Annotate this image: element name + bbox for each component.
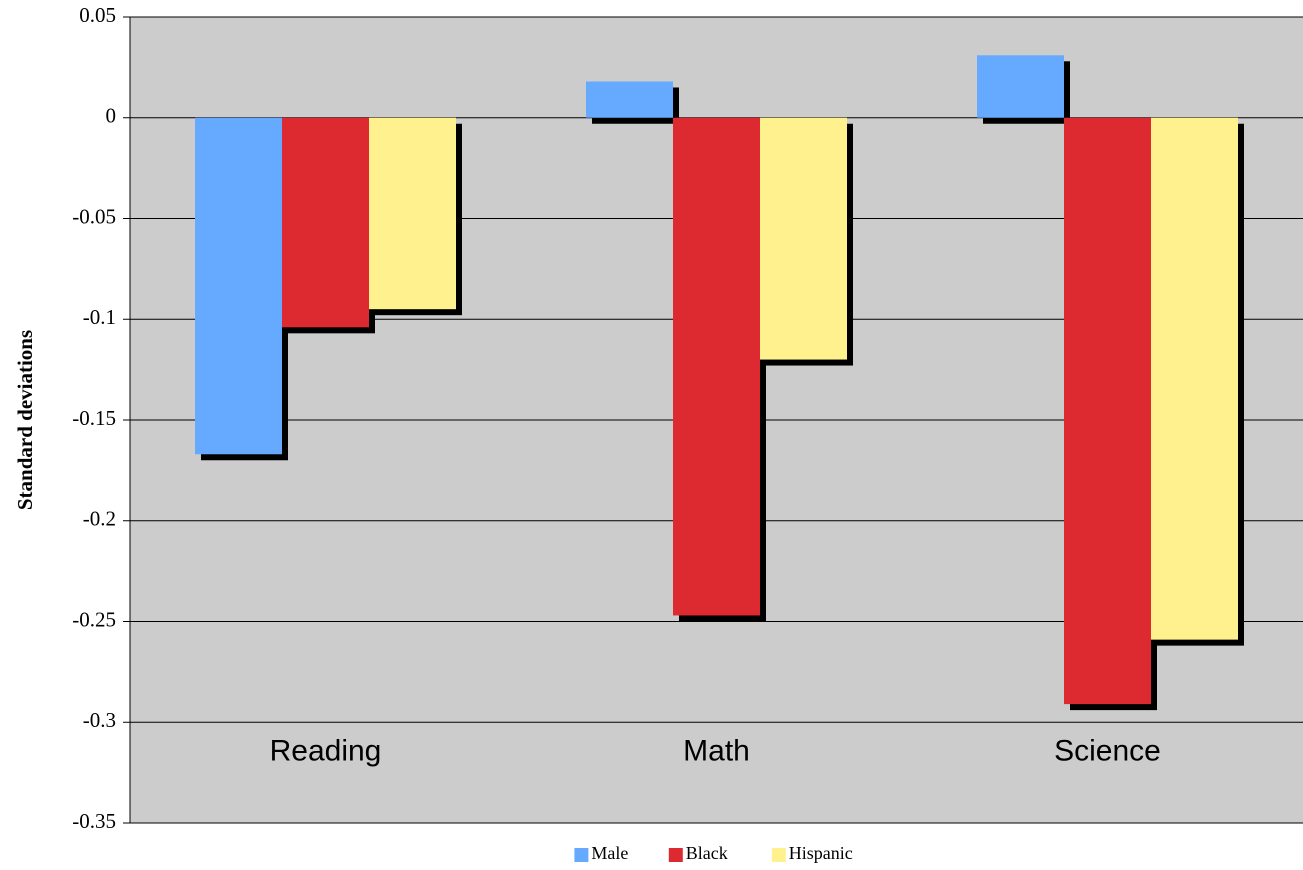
category-label: Reading [270, 734, 382, 767]
legend-label-black: Black [686, 843, 728, 863]
bar-male-math [586, 81, 673, 118]
y-tick-label: 0.05 [79, 3, 116, 27]
legend-label-hispanic: Hispanic [789, 843, 853, 863]
y-tick-label: -0.2 [83, 507, 116, 531]
y-tick-label: -0.25 [72, 607, 116, 631]
bar-black-science [1064, 117, 1151, 705]
bar-hispanic-science [1151, 117, 1238, 640]
category-label: Math [683, 734, 750, 767]
y-axis-label: Standard deviations [13, 330, 37, 510]
legend-swatch-hispanic [771, 848, 786, 862]
y-tick-label: 0 [106, 104, 117, 128]
y-tick-labels: 0.05 0 -0.05 -0.1 -0.15 -0.2 -0.25 -0.3 -0.35 [72, 3, 116, 833]
bar-male-reading [195, 117, 282, 455]
bars [195, 55, 1238, 705]
bar-black-reading [282, 117, 369, 328]
bar-hispanic-reading [369, 117, 456, 310]
y-tick-label: -0.35 [72, 809, 116, 833]
category-label: Science [1054, 734, 1161, 767]
y-tick-label: -0.1 [83, 305, 116, 329]
y-tick-label: -0.05 [72, 204, 116, 228]
legend: Male Black Hispanic [574, 843, 853, 863]
bar-male-science [977, 55, 1064, 118]
bar-hispanic-math [760, 117, 847, 360]
category-labels: Reading Math Science [270, 734, 1161, 767]
legend-swatch-black [668, 848, 683, 862]
legend-swatch-male [574, 848, 589, 862]
legend-label-male: Male [591, 843, 628, 863]
bar-black-math [673, 117, 760, 616]
y-tick-label: -0.15 [72, 406, 116, 430]
y-tick-label: -0.3 [83, 708, 116, 732]
